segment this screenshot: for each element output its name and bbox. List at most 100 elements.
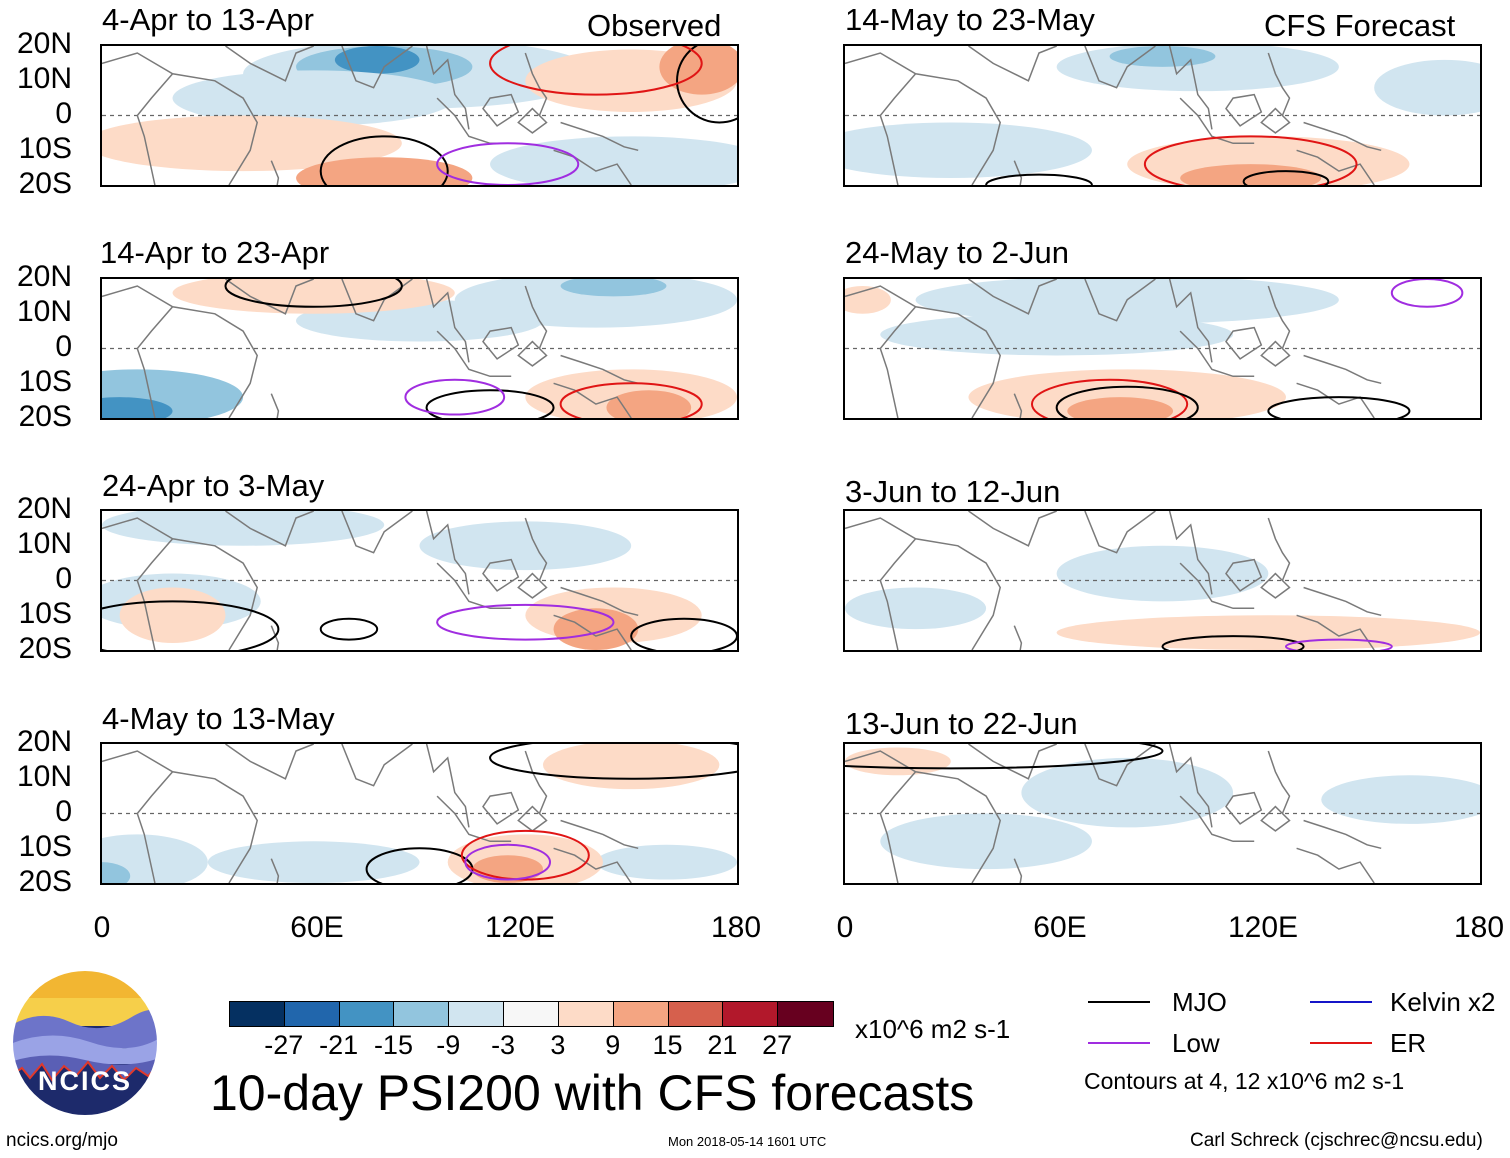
colorbar-units: x10^6 m2 s-1 bbox=[855, 1014, 1011, 1044]
lat-tick-label: 10S bbox=[18, 597, 72, 630]
anomaly-blob bbox=[1056, 615, 1480, 650]
anomaly-blob bbox=[119, 587, 226, 644]
coastline bbox=[553, 149, 632, 185]
lat-tick-label: 20N bbox=[16, 27, 72, 60]
lat-tick-label: 10S bbox=[18, 132, 72, 165]
coastline bbox=[517, 572, 548, 599]
lat-tick-label: 10N bbox=[16, 62, 72, 95]
anomaly-blob bbox=[542, 744, 720, 790]
lat-tick-label: 20N bbox=[16, 725, 72, 758]
anomaly-blob bbox=[102, 511, 385, 546]
coastline bbox=[968, 279, 1057, 315]
contour-line bbox=[319, 135, 449, 185]
coastline bbox=[341, 46, 413, 89]
coastline bbox=[1296, 149, 1375, 185]
anomaly-blob bbox=[419, 521, 632, 571]
anomaly-blob bbox=[595, 844, 737, 880]
coastline bbox=[425, 279, 470, 363]
coastline bbox=[879, 73, 917, 185]
contour-line bbox=[436, 142, 580, 185]
coastline bbox=[1168, 511, 1213, 595]
anomaly-blob bbox=[845, 587, 987, 630]
contour-line bbox=[1030, 378, 1189, 418]
coastline bbox=[1260, 107, 1291, 134]
colorbar-tick-label: -9 bbox=[436, 1030, 461, 1060]
map-svg bbox=[102, 46, 737, 185]
coastline bbox=[1179, 795, 1255, 843]
colorbar-swatch bbox=[504, 1002, 559, 1026]
coastline bbox=[1267, 285, 1291, 349]
colorbar-tick-label: -27 bbox=[264, 1030, 304, 1060]
contour-line bbox=[845, 744, 1164, 770]
coastline bbox=[1225, 558, 1263, 592]
lon-tick-label: 120E bbox=[1227, 911, 1299, 944]
contour-line bbox=[676, 46, 737, 124]
coastline bbox=[225, 46, 314, 82]
colorbar-tick-label: 21 bbox=[707, 1030, 738, 1060]
legend-er-label: ER bbox=[1390, 1028, 1427, 1058]
footer-author: Carl Schreck (cjschrec@ncsu.edu) bbox=[1190, 1130, 1483, 1151]
colorbar-tick-label: -15 bbox=[373, 1030, 413, 1060]
panel-title-right-2: 24-May to 2-Jun bbox=[845, 235, 1069, 270]
coastline bbox=[425, 511, 470, 595]
colorbar-swatch bbox=[778, 1002, 833, 1026]
colorbar-swatch bbox=[449, 1002, 505, 1026]
anomaly-blob bbox=[1021, 757, 1234, 828]
contour-line bbox=[630, 617, 737, 650]
contour-line bbox=[1161, 635, 1305, 650]
coastline bbox=[1168, 46, 1213, 130]
panel-tag-cfs-forecast: CFS Forecast bbox=[1264, 8, 1456, 43]
contour-line bbox=[1242, 170, 1330, 185]
map-panel bbox=[100, 509, 739, 652]
ncics-logo-icon bbox=[11, 969, 159, 1117]
coastline bbox=[225, 279, 314, 315]
coastline bbox=[1013, 858, 1023, 883]
contour-line bbox=[1055, 385, 1199, 418]
coastline bbox=[436, 330, 512, 378]
coastline bbox=[136, 306, 174, 418]
lat-tick-label: 10N bbox=[16, 527, 72, 560]
coastline bbox=[879, 306, 917, 418]
coastline bbox=[968, 46, 1057, 82]
coastline bbox=[879, 538, 917, 650]
contour-line bbox=[319, 617, 379, 641]
colorbar-swatch bbox=[394, 1002, 450, 1026]
coastline bbox=[1303, 819, 1382, 850]
legend-mjo-label: MJO bbox=[1172, 987, 1227, 1017]
coastline bbox=[1084, 279, 1156, 322]
anomaly-blob bbox=[172, 279, 455, 314]
colorbar-tick-label: 9 bbox=[605, 1030, 621, 1060]
panel-title-right-3: 3-Jun to 12-Jun bbox=[845, 474, 1061, 509]
anomaly-blob bbox=[207, 841, 420, 883]
coastline bbox=[553, 847, 632, 883]
footer-url[interactable]: ncics.org/mjo bbox=[6, 1130, 118, 1151]
colorbar-tick-label: -3 bbox=[491, 1030, 516, 1060]
coastline bbox=[1013, 160, 1023, 185]
lon-tick-label: 180 bbox=[1453, 911, 1505, 944]
anomaly-blob bbox=[102, 862, 131, 883]
contour-line bbox=[489, 46, 703, 96]
coastline bbox=[845, 52, 1002, 185]
lat-tick-label: 20S bbox=[18, 865, 72, 898]
lat-tick-label: 10S bbox=[18, 365, 72, 398]
contour-line bbox=[489, 744, 737, 780]
contour-line bbox=[1284, 638, 1393, 650]
ncics-logo bbox=[10, 968, 160, 1118]
coastline bbox=[1267, 750, 1291, 814]
coastline bbox=[1296, 847, 1375, 883]
anomaly-blob bbox=[845, 122, 1092, 179]
coastline bbox=[225, 744, 314, 780]
coastline bbox=[1168, 744, 1213, 828]
coastline bbox=[341, 279, 413, 322]
lat-tick-label: 20N bbox=[16, 492, 72, 525]
coastline bbox=[436, 795, 512, 843]
anomaly-blob bbox=[172, 70, 455, 126]
panel-tag-observed: Observed bbox=[587, 8, 722, 43]
legend-mjo-line bbox=[1088, 1001, 1150, 1003]
anomaly-blob bbox=[334, 46, 420, 74]
coastline bbox=[436, 562, 512, 610]
colorbar-tick-label: 27 bbox=[762, 1030, 793, 1060]
map-svg bbox=[845, 511, 1480, 650]
contour-line bbox=[464, 843, 552, 881]
colorbar bbox=[229, 1001, 834, 1027]
